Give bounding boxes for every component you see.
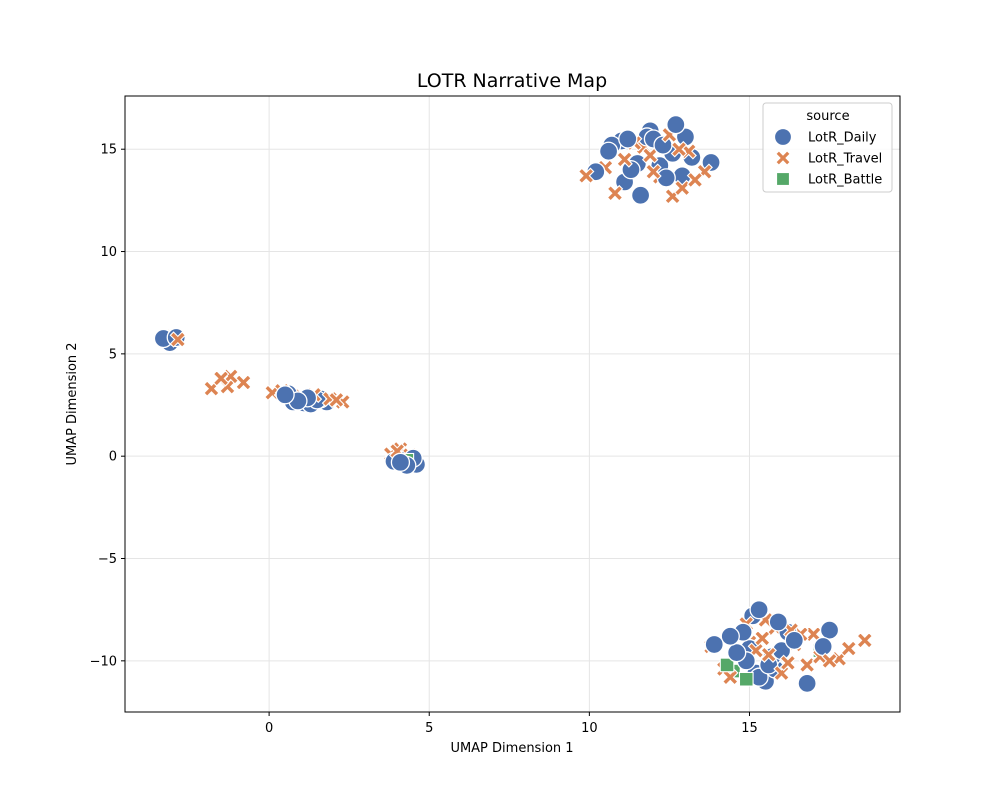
point-LotR_Daily <box>704 634 724 655</box>
x-tick-label: 10 <box>581 721 598 736</box>
legend: source LotR_Daily LotR_Travel LotR_Battle <box>762 102 893 193</box>
y-tick-label: 10 <box>100 245 117 260</box>
point-LotR_Travel <box>821 652 838 670</box>
point-LotR_Travel <box>686 171 704 189</box>
x-tick-label: 15 <box>741 721 758 736</box>
point-LotR_Daily <box>797 673 817 693</box>
point-LotR_Travel <box>235 374 252 391</box>
point-LotR_Travel <box>577 167 595 185</box>
point-LotR_Daily <box>630 185 651 205</box>
point-LotR_Travel <box>760 646 777 663</box>
point-LotR_Travel <box>840 640 858 657</box>
point-LotR_Daily <box>390 452 411 472</box>
point-LotR_Daily <box>768 612 788 632</box>
legend-label: LotR_Travel <box>808 152 882 167</box>
legend-box <box>762 102 893 193</box>
legend-title: source <box>806 109 849 124</box>
x-tick-label: 0 <box>265 721 273 736</box>
axis-ticks: 0 5 10 15 −10 −5 0 5 10 15 <box>90 143 758 736</box>
y-tick-label: 15 <box>100 143 117 158</box>
y-axis-label: UMAP Dimension 2 <box>65 342 80 465</box>
legend-marker-LotR_Daily <box>773 127 793 147</box>
legend-marker-LotR_Battle <box>775 171 791 187</box>
point-LotR_Travel <box>212 370 230 387</box>
point-LotR_Travel <box>754 630 771 647</box>
point-LotR_Travel <box>645 163 662 180</box>
point-LotR_Travel <box>721 668 739 686</box>
point-LotR_Travel <box>670 140 688 158</box>
point-LotR_Travel <box>328 391 345 409</box>
legend-entries: LotR_Daily LotR_Travel LotR_Battle <box>773 127 882 188</box>
point-LotR_Travel <box>673 179 691 197</box>
point-LotR_Daily <box>656 168 676 188</box>
plot-frame <box>124 95 901 713</box>
point-LotR_Daily <box>275 385 295 405</box>
point-LotR_Travel <box>616 151 633 168</box>
legend-marker-LotR_Travel <box>775 150 791 166</box>
point-LotR_Daily <box>618 129 638 149</box>
y-tick-label: 0 <box>109 450 117 465</box>
point-LotR_Daily <box>598 141 619 161</box>
point-LotR_Daily <box>819 620 840 640</box>
point-LotR_Daily <box>749 600 769 620</box>
y-tick-label: −10 <box>90 654 117 669</box>
point-LotR_Daily <box>727 643 747 663</box>
legend-label: LotR_Battle <box>808 173 882 188</box>
data-points <box>153 115 874 693</box>
point-LotR_Travel <box>798 656 816 674</box>
point-LotR_Battle <box>719 657 735 673</box>
legend-label: LotR_Daily <box>808 131 877 146</box>
point-LotR_Daily <box>720 626 740 646</box>
point-LotR_Daily <box>784 630 804 651</box>
y-tick-label: 5 <box>109 347 117 362</box>
point-LotR_Daily <box>813 636 833 657</box>
point-LotR_Travel <box>169 331 187 348</box>
chart-title: LOTR Narrative Map <box>417 70 607 92</box>
point-LotR_Travel <box>606 184 624 202</box>
point-LotR_Travel <box>779 654 797 672</box>
x-axis-label: UMAP Dimension 1 <box>450 741 573 756</box>
y-tick-label: −5 <box>98 552 117 567</box>
x-tick-label: 5 <box>425 721 433 736</box>
point-LotR_Travel <box>856 632 874 649</box>
point-LotR_Battle <box>738 671 754 687</box>
point-LotR_Daily <box>666 115 686 135</box>
